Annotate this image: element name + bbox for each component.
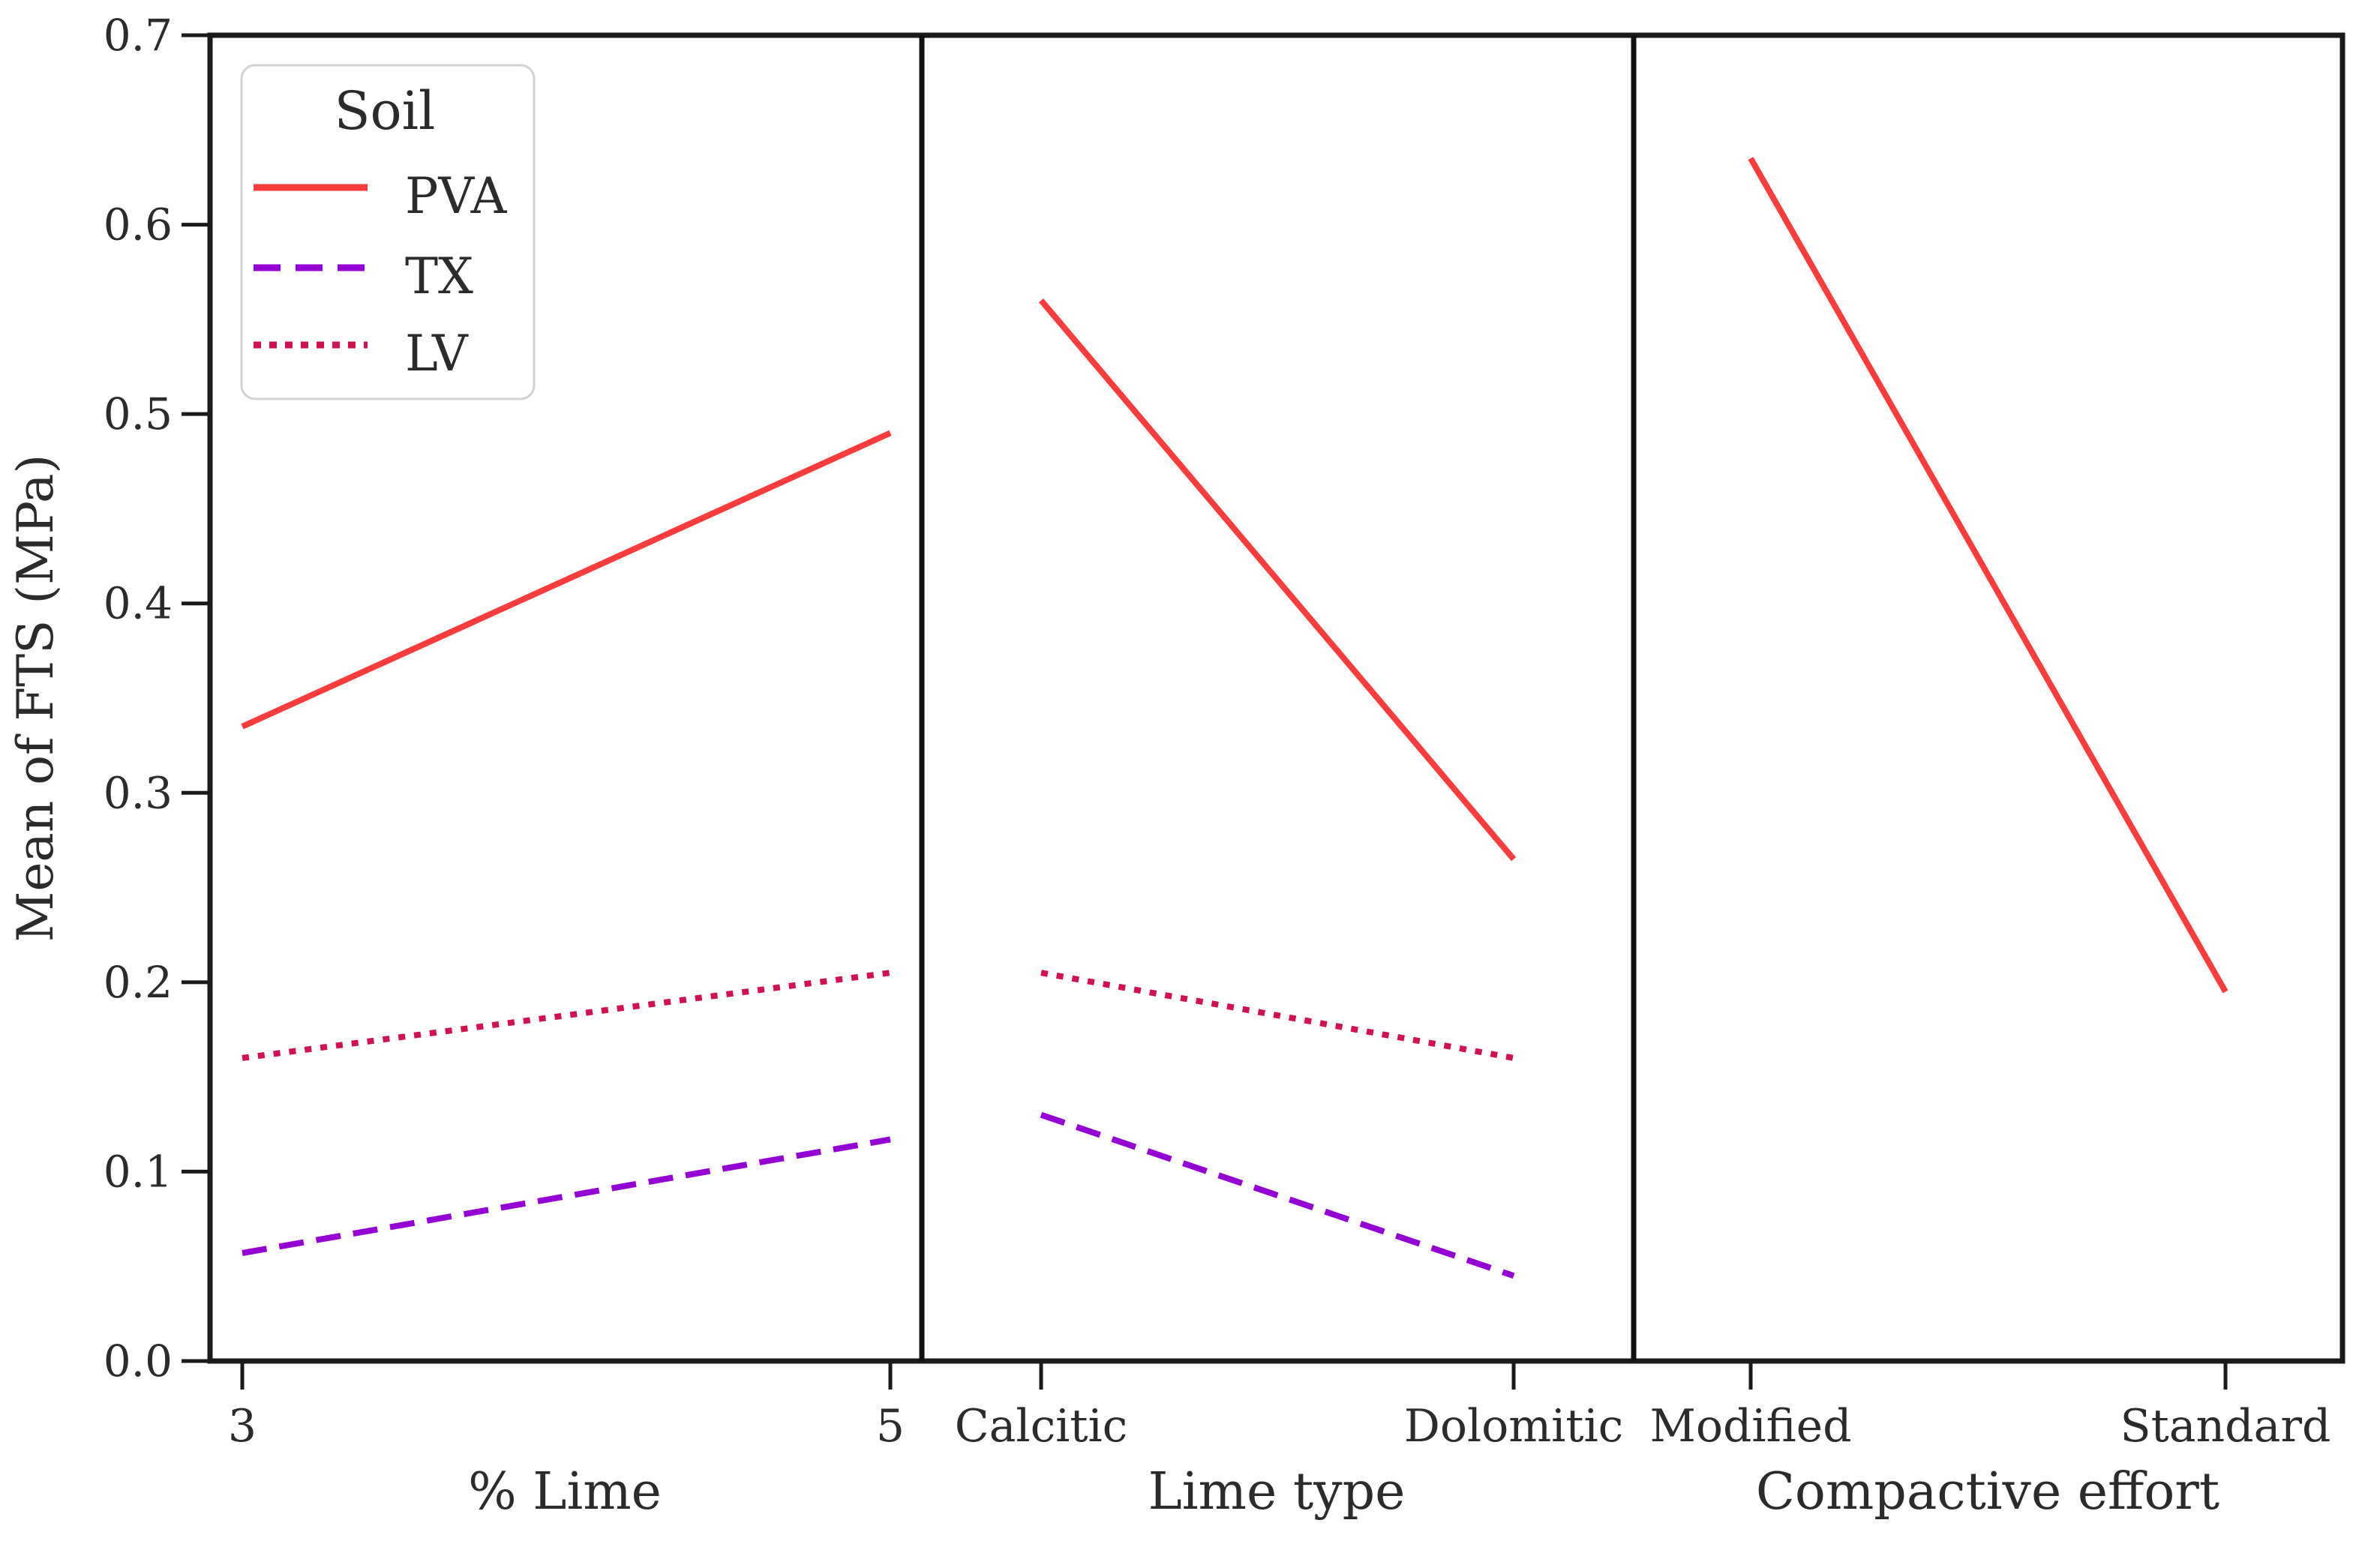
series-line-tx-panel2 <box>1040 1111 1515 1279</box>
x-axis-title: Lime type <box>1148 1462 1406 1522</box>
legend-box <box>240 64 536 400</box>
legend-label: LV <box>405 325 469 382</box>
legend-label: PVA <box>405 167 508 225</box>
x-tick-label: 3 <box>228 1400 257 1453</box>
y-tick-label: 0.2 <box>104 957 173 1008</box>
x-axis-title: Compactive effort <box>1756 1462 2219 1522</box>
legend-label: TX <box>405 247 473 305</box>
y-axis-title: Mean of FTS (MPa) <box>7 454 65 943</box>
y-tick-label: 0.1 <box>104 1146 173 1197</box>
series-line-tx-panel1 <box>242 1136 891 1256</box>
series-line-pva-panel3 <box>1748 157 2228 994</box>
plot-border <box>207 32 2345 1364</box>
y-tick-label: 0.4 <box>104 578 173 629</box>
legend-title: Soil <box>335 80 436 142</box>
y-tick-label: 0.3 <box>104 767 173 818</box>
x-tick-label: Standard <box>2120 1400 2331 1453</box>
series-line-pva-panel2 <box>1038 298 1517 862</box>
y-tick-label: 0.7 <box>104 10 173 61</box>
x-axis-title: % Lime <box>468 1462 662 1522</box>
x-tick-label: Modified <box>1649 1400 1851 1453</box>
x-tick-label: Dolomitic <box>1404 1400 1624 1453</box>
legend: Soil PVA TX LV <box>240 64 536 400</box>
y-tick-label: 0.5 <box>104 388 173 439</box>
series-line-lv-panel1 <box>242 970 891 1061</box>
axes-and-series: 0.0 0.1 0.2 0.3 0.4 0.5 0.6 0.7 3 5 % Lime Calcitic… <box>104 10 2331 1522</box>
series-line-pva-panel1 <box>241 430 892 730</box>
y-tick-label: 0.0 <box>104 1336 173 1387</box>
y-tick-label: 0.6 <box>104 199 173 250</box>
series-line-lv-panel2 <box>1040 970 1514 1061</box>
x-tick-label: 5 <box>876 1400 905 1453</box>
x-tick-label: Calcitic <box>955 1400 1128 1453</box>
